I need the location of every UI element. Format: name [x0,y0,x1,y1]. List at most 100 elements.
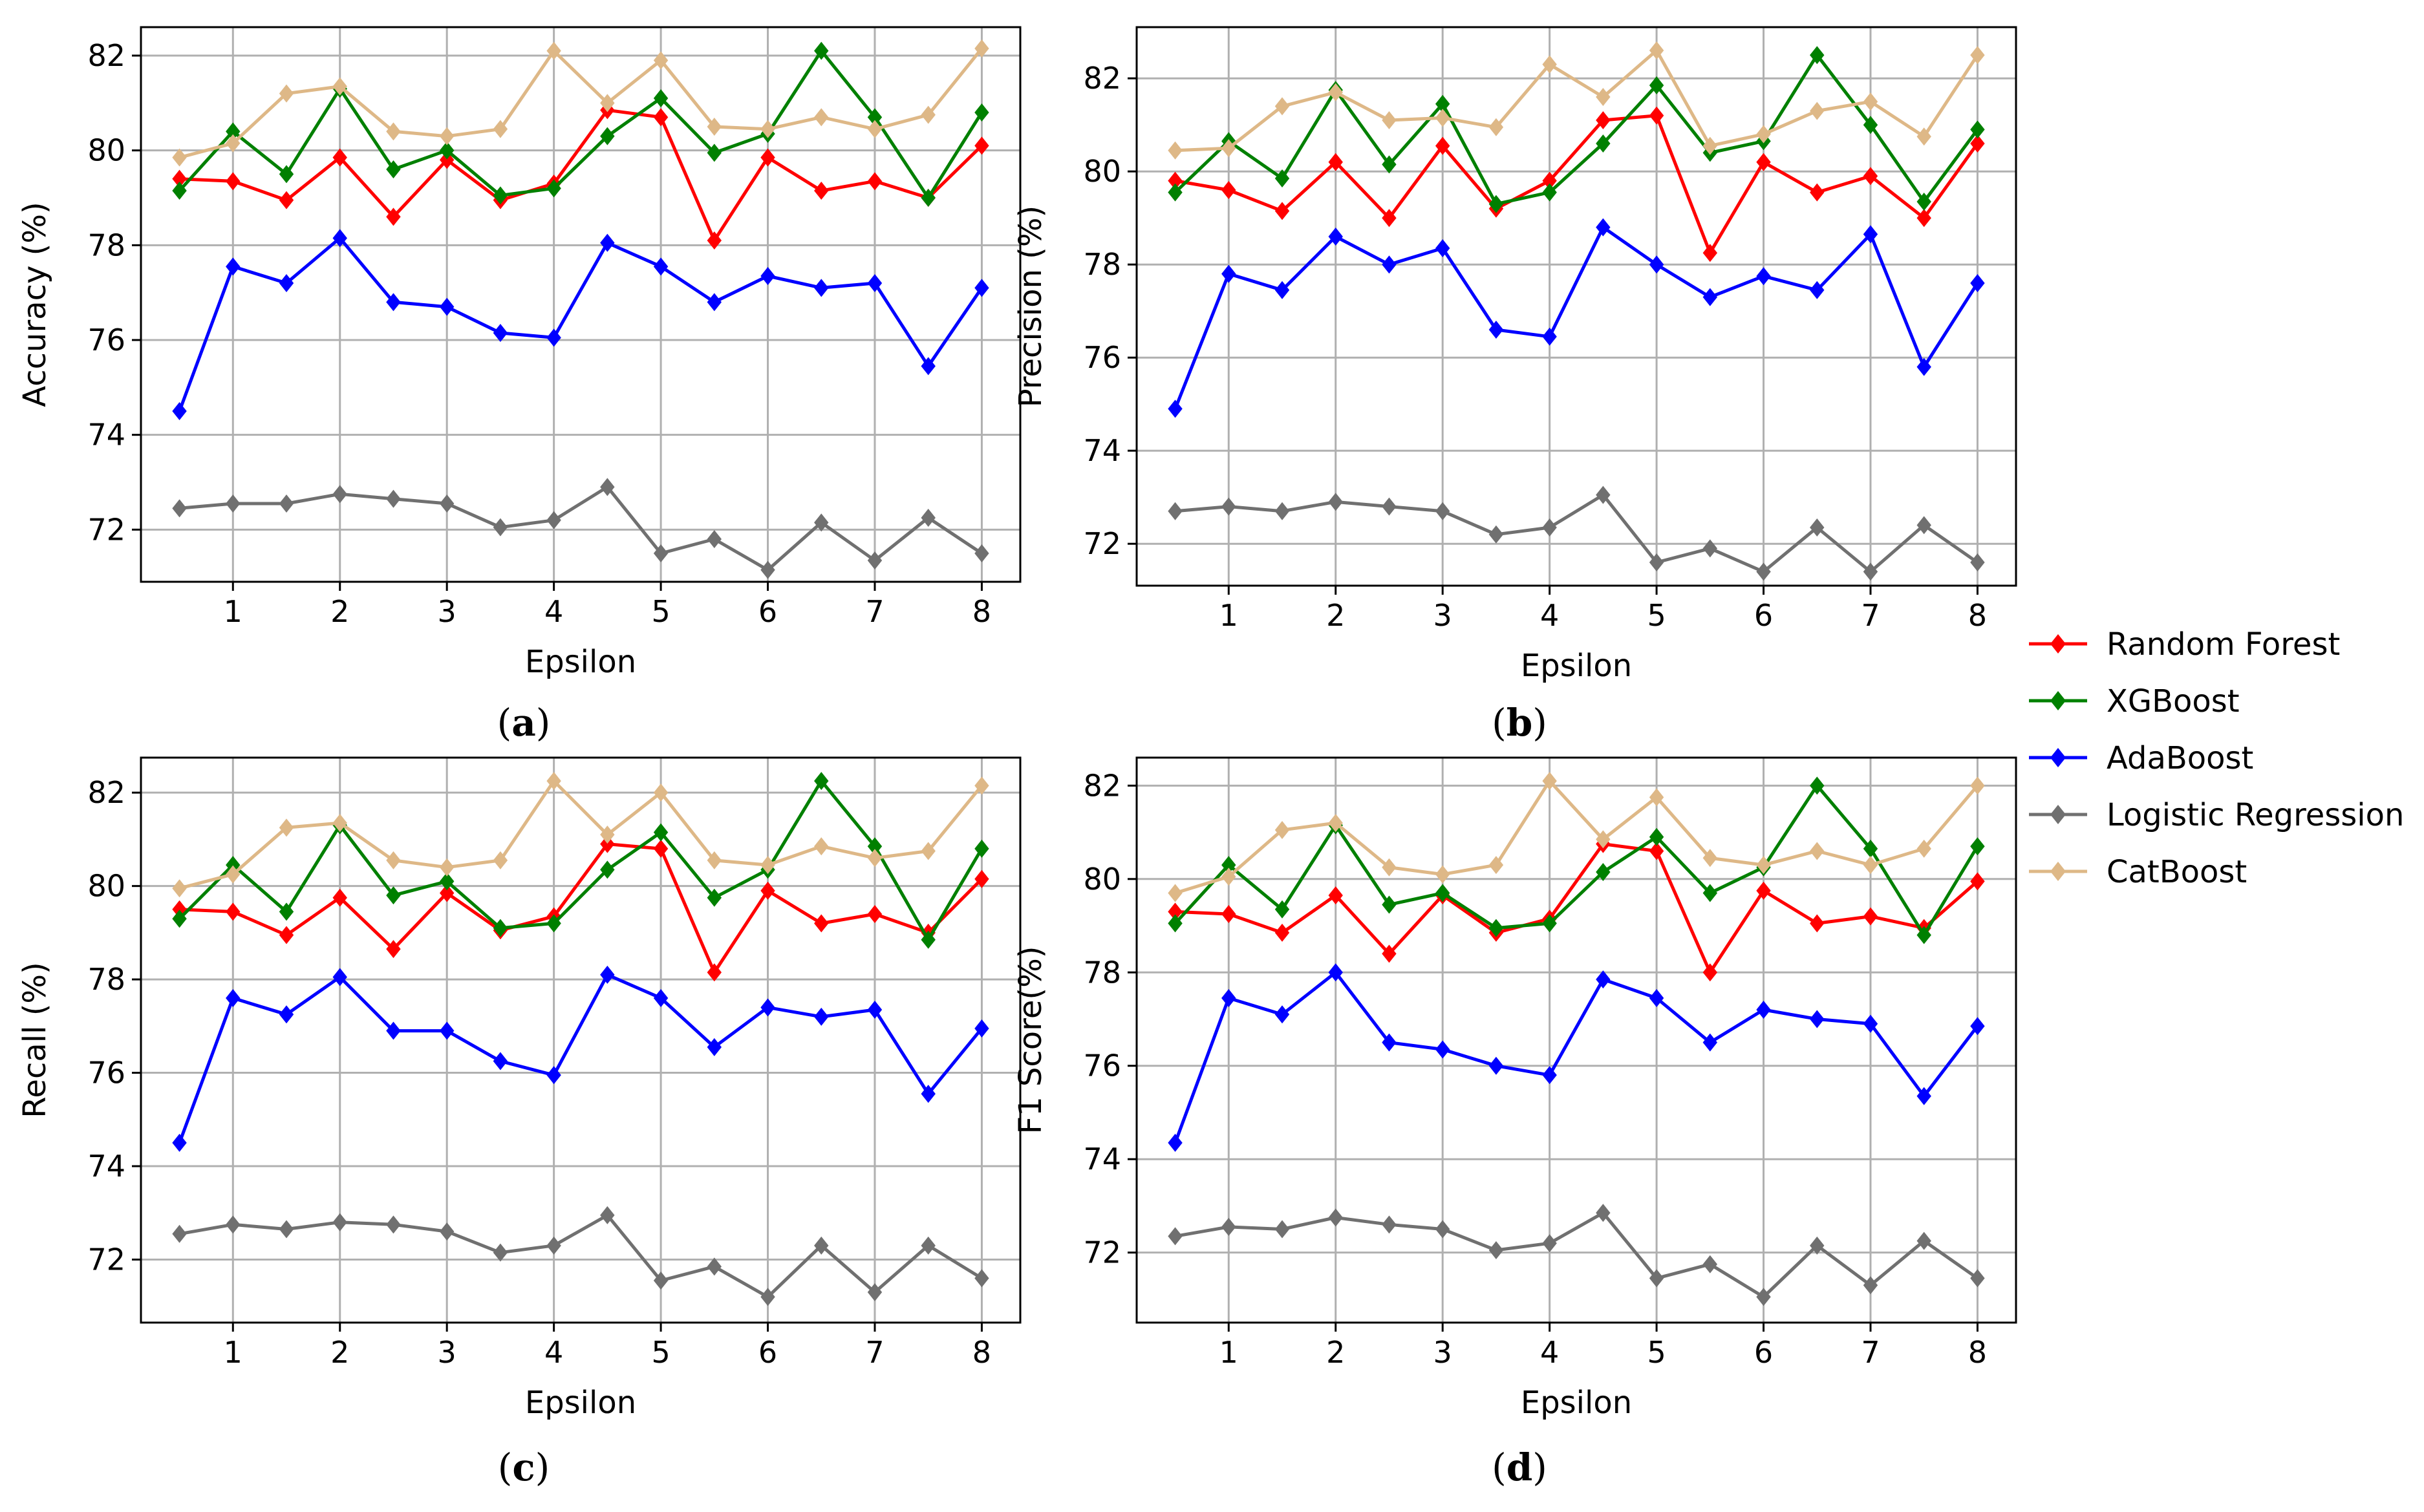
data-point [814,182,829,200]
x-tick-label: 7 [1861,1335,1880,1370]
data-point [707,851,722,869]
data-point [1863,225,1878,244]
data-point [1863,92,1878,111]
data-point [1649,988,1664,1007]
x-tick-label: 4 [544,594,563,629]
data-point [1756,562,1771,581]
data-point [546,914,561,933]
data-point [1382,895,1397,914]
y-axis-label: Precision (%) [1013,206,1049,408]
data-point [1756,267,1771,286]
data-point [1596,485,1611,504]
y-tick-label: 80 [87,133,125,168]
data-point [1596,111,1611,129]
data-point [1863,167,1878,186]
data-point [546,1066,561,1085]
data-point [921,842,936,860]
x-tick-label: 7 [865,594,884,629]
data-point [1488,919,1504,937]
data-point [1382,155,1397,174]
x-tick-label: 6 [1754,1335,1773,1370]
data-point [1488,856,1504,875]
data-point [600,965,615,984]
x-tick-label: 1 [224,594,242,629]
data-point [814,837,829,856]
data-point [332,814,347,833]
x-tick-label: 5 [1647,1335,1666,1370]
data-point [1221,264,1236,283]
data-point [546,328,561,347]
series-line-logistic-regression [1175,1211,1979,1299]
data-point [1702,539,1718,558]
data-point [921,1236,936,1255]
y-tick-label: 76 [87,323,125,357]
data-point [439,872,455,891]
data-point [439,297,455,316]
data-point [386,160,401,178]
data-point [600,1206,615,1224]
data-point [279,818,294,837]
series-line-logistic-regression [179,1213,983,1299]
series-line-catboost [1174,779,1979,895]
data-point [867,837,883,856]
data-point [1274,1220,1290,1239]
data-point [1702,849,1718,868]
data-point [1488,525,1504,544]
data-point [493,1052,508,1070]
caption-b: (b) [1492,701,1547,745]
data-point [1382,209,1397,228]
data-point [1542,772,1557,791]
data-point [974,869,989,888]
data-point [921,509,936,527]
x-tick-label: 1 [1219,1335,1238,1370]
data-point [1435,109,1450,127]
data-point [1274,169,1290,187]
y-tick-label: 82 [1083,768,1121,803]
data-point [760,560,775,579]
data-point [600,860,615,879]
data-point [1863,839,1878,858]
data-point [1756,153,1771,171]
data-point [814,279,829,297]
data-point [1542,1234,1557,1253]
series-line-adaboost [1174,226,1979,410]
y-tick-label: 82 [87,38,125,73]
data-point [1863,562,1878,581]
data-point [493,1243,508,1262]
data-point [332,1213,347,1231]
x-tick-label: 3 [1433,598,1452,633]
data-point [1542,183,1557,202]
data-point [1435,502,1450,520]
data-point [546,772,561,791]
data-point [172,910,187,928]
data-point [1810,1010,1825,1028]
y-tick-label: 82 [1083,61,1121,96]
data-point [653,544,669,562]
data-point [226,902,241,921]
data-point [386,122,401,141]
data-point [1649,788,1664,807]
data-point [439,495,455,513]
data-point [1328,228,1343,246]
data-point [867,1283,883,1302]
data-point [1970,1017,1985,1036]
x-tick-label: 7 [865,1335,884,1370]
data-point [974,136,989,155]
series-line-catboost [1175,48,1979,153]
data-point [546,179,561,198]
data-point [279,926,294,944]
y-tick-label: 78 [87,962,125,997]
data-point [226,865,241,884]
data-point [279,1220,294,1239]
plot-frame [140,756,1022,1324]
data-point [814,772,829,791]
data-point [1488,1241,1504,1260]
data-point [1221,904,1236,923]
data-point [867,120,883,138]
data-point [1168,183,1183,202]
y-tick-label: 78 [1083,955,1121,990]
data-point [439,141,455,160]
